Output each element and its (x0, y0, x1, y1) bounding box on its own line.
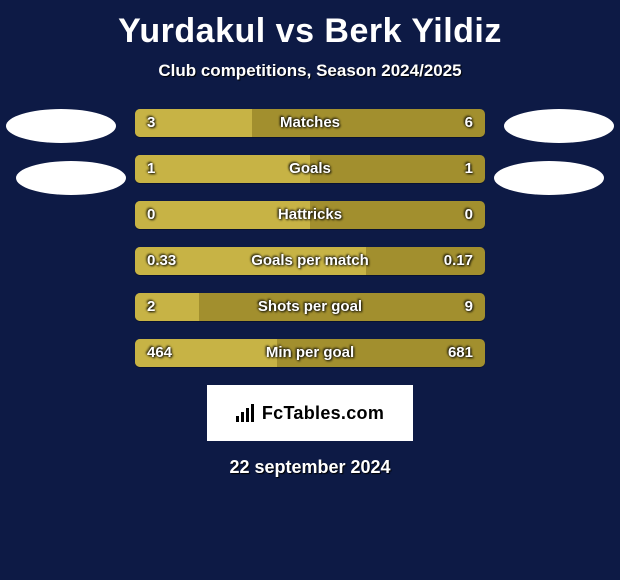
stat-label: Shots per goal (135, 293, 485, 321)
stat-right-value: 9 (465, 293, 473, 321)
stat-right-value: 681 (448, 339, 473, 367)
comparison-arena: 3 Matches 6 1 Goals 1 0 Hattricks 0 0.33… (0, 109, 620, 367)
barchart-icon-bar (236, 416, 239, 422)
stat-label: Hattricks (135, 201, 485, 229)
stat-bars: 3 Matches 6 1 Goals 1 0 Hattricks 0 0.33… (135, 109, 485, 367)
barchart-icon-bar (251, 404, 254, 422)
stat-row-shots-per-goal: 2 Shots per goal 9 (135, 293, 485, 321)
stat-row-goals: 1 Goals 1 (135, 155, 485, 183)
stat-label: Min per goal (135, 339, 485, 367)
barchart-icon-bar (241, 412, 244, 422)
stat-row-goals-per-match: 0.33 Goals per match 0.17 (135, 247, 485, 275)
stat-label: Goals per match (135, 247, 485, 275)
logo-text: FcTables.com (262, 403, 384, 424)
stat-row-hattricks: 0 Hattricks 0 (135, 201, 485, 229)
player-badge-right-2 (494, 161, 604, 195)
player-badge-right-1 (504, 109, 614, 143)
player-badge-left-1 (6, 109, 116, 143)
page-title: Yurdakul vs Berk Yildiz (0, 0, 620, 51)
stat-label: Goals (135, 155, 485, 183)
stat-row-min-per-goal: 464 Min per goal 681 (135, 339, 485, 367)
fctables-logo: FcTables.com (207, 385, 413, 441)
stat-right-value: 1 (465, 155, 473, 183)
stat-label: Matches (135, 109, 485, 137)
barchart-icon-bar (246, 408, 249, 422)
stat-right-value: 0.17 (444, 247, 473, 275)
stat-row-matches: 3 Matches 6 (135, 109, 485, 137)
player-badge-left-2 (16, 161, 126, 195)
barchart-icon (236, 404, 254, 422)
publish-date: 22 september 2024 (0, 457, 620, 478)
page-subtitle: Club competitions, Season 2024/2025 (0, 61, 620, 81)
stat-right-value: 0 (465, 201, 473, 229)
stat-right-value: 6 (465, 109, 473, 137)
